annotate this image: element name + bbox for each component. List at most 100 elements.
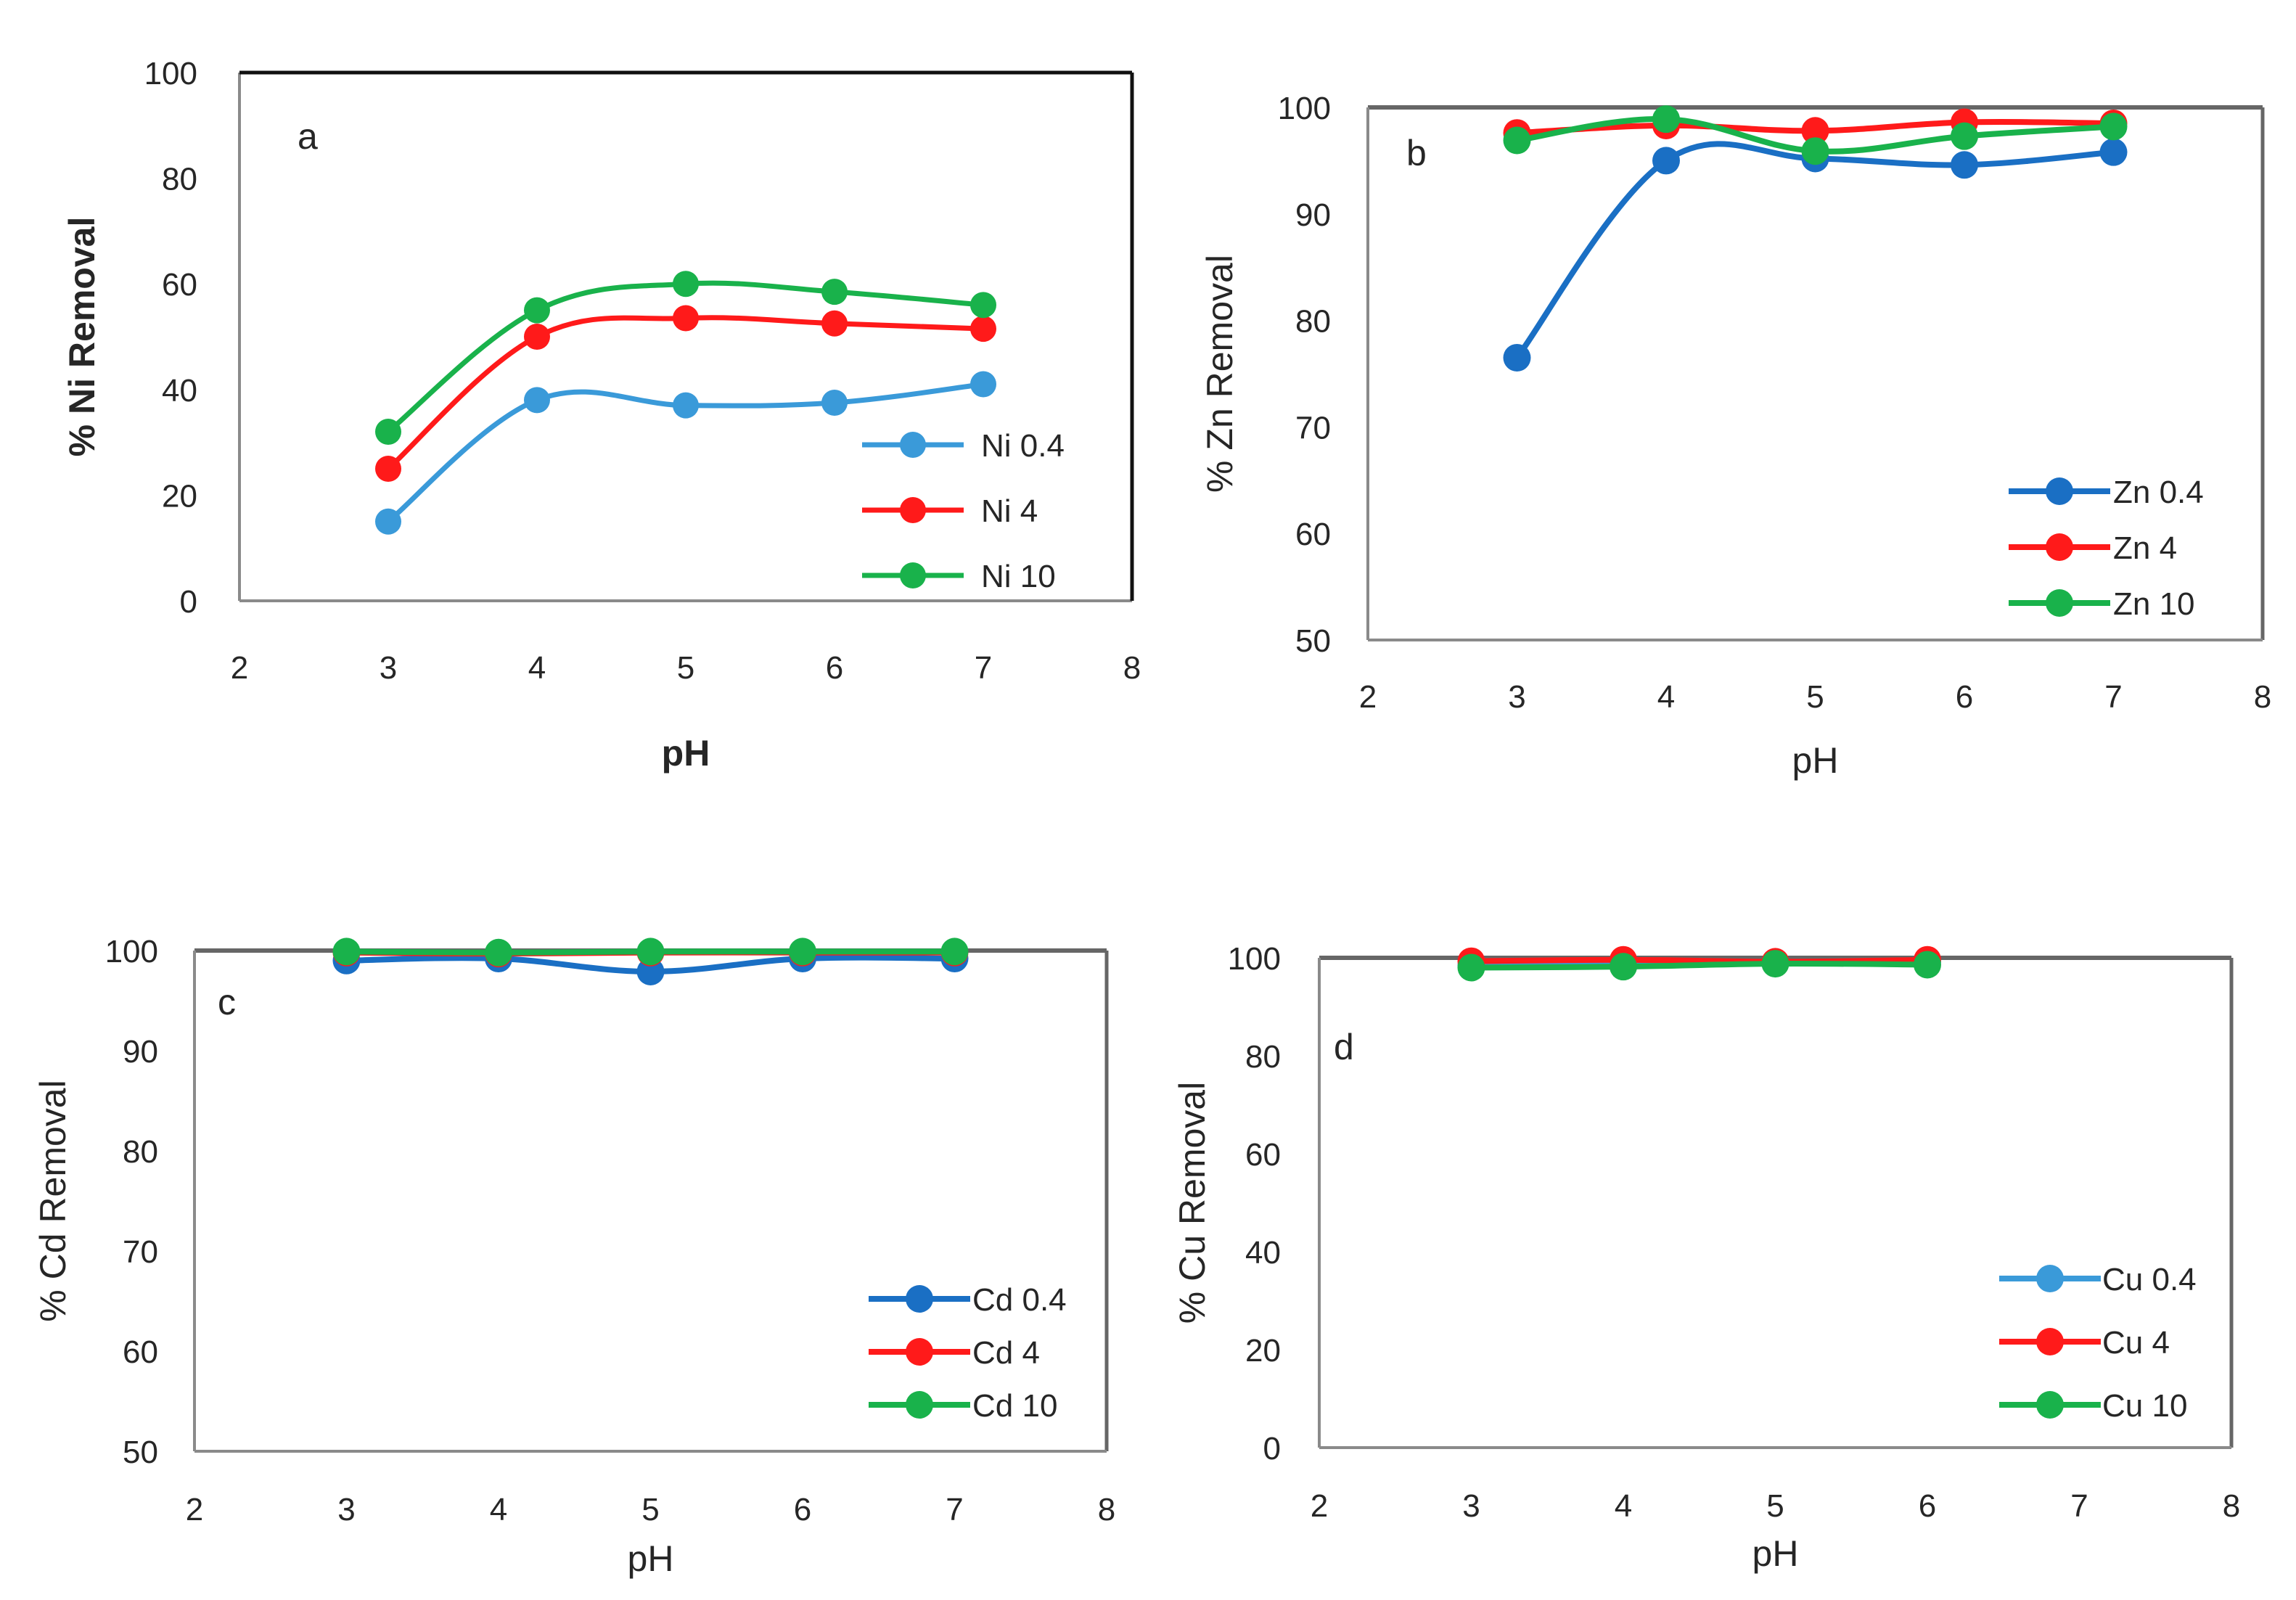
data-point: [375, 456, 401, 482]
data-point: [524, 387, 550, 414]
y-axis-title: % Zn Removal: [1200, 255, 1240, 493]
y-tick-label: 40: [162, 373, 197, 409]
data-point: [1503, 126, 1531, 155]
data-point: [970, 371, 996, 398]
y-axis-title: % Cd Removal: [33, 1080, 73, 1321]
legend-entry-label: Cd 10: [972, 1388, 1057, 1424]
y-tick-label: 100: [1228, 941, 1281, 977]
y-tick-label: 90: [1295, 197, 1331, 233]
panel-label: a: [298, 116, 318, 157]
legend-entry-label: Zn 0.4: [2113, 475, 2204, 510]
x-tick-label: 6: [1956, 679, 1973, 715]
data-point: [524, 297, 550, 324]
x-tick-label: 2: [1359, 679, 1377, 715]
legend-entry-label: Zn 10: [2113, 586, 2195, 622]
legend-entry-label: Cu 4: [2102, 1325, 2170, 1361]
x-tick-label: 8: [2254, 679, 2271, 715]
data-point: [673, 271, 699, 298]
y-axis-title: % Ni Removal: [62, 217, 102, 457]
y-tick-label: 60: [1245, 1137, 1281, 1173]
series-line-cu-4: [1468, 956, 1930, 965]
data-point: [1610, 953, 1637, 981]
x-tick-label: 4: [528, 650, 546, 686]
x-tick-label: 7: [946, 1492, 963, 1527]
chart-panel-c: 2 3 4 5 6 7 8 50 60 70 80 90 100 pH % Cd Removal c Cd 0.…: [33, 934, 1115, 1579]
x-axis-title: pH: [1752, 1533, 1799, 1574]
legend-entry-label: Cd 4: [972, 1335, 1040, 1371]
data-point: [636, 938, 665, 966]
y-tick-label: 60: [1295, 517, 1331, 552]
data-point: [636, 957, 665, 985]
y-tick-label: 80: [123, 1134, 158, 1170]
x-tick-label: 2: [1311, 1488, 1328, 1524]
x-tick-label: 2: [186, 1492, 203, 1527]
data-point: [970, 316, 996, 342]
legend-swatch-marker: [906, 1391, 933, 1419]
legend-entry-label: Zn 4: [2113, 530, 2177, 566]
data-point: [1951, 151, 1978, 179]
data-point: [332, 938, 361, 966]
y-tick-label: 90: [123, 1034, 158, 1070]
data-point: [2099, 138, 2128, 166]
panel-label: b: [1406, 133, 1427, 173]
legend-swatch-marker: [2036, 1265, 2064, 1292]
series-line-cu-10: [1468, 961, 1930, 971]
legend-swatch-marker: [900, 562, 926, 588]
data-point: [1801, 117, 1829, 145]
data-point: [1951, 122, 1978, 150]
x-tick-label: 5: [1806, 679, 1824, 715]
legend-swatch-marker: [2046, 477, 2073, 505]
data-point: [970, 292, 996, 319]
y-tick-label: 80: [1295, 304, 1331, 340]
y-tick-label: 50: [1295, 623, 1331, 659]
x-tick-label: 8: [2223, 1488, 2240, 1524]
x-tick-label: 6: [826, 650, 843, 686]
legend-entry-label: Cu 10: [2102, 1388, 2187, 1424]
x-tick-label: 3: [337, 1492, 355, 1527]
y-tick-label: 20: [162, 478, 197, 514]
data-point: [821, 390, 848, 416]
x-tick-label: 7: [975, 650, 992, 686]
y-axis-title: % Cu Removal: [1172, 1082, 1213, 1324]
data-point: [1652, 147, 1680, 175]
data-point: [1503, 343, 1531, 372]
data-point: [1914, 951, 1941, 979]
data-point: [789, 938, 816, 966]
legend: Zn 0.4 Zn 4 Zn 10: [2009, 475, 2204, 622]
y-tick-label: 70: [123, 1234, 158, 1270]
x-tick-label: 3: [1508, 679, 1525, 715]
data-point: [673, 305, 699, 332]
y-tick-label: 50: [123, 1435, 158, 1470]
data-point: [485, 938, 512, 967]
data-point: [1761, 950, 1789, 978]
legend-swatch-marker: [900, 497, 926, 523]
y-tick-label: 60: [162, 267, 197, 303]
data-point: [524, 324, 550, 350]
legend: Cd 0.4 Cd 4 Cd 10: [869, 1282, 1067, 1424]
x-tick-label: 2: [231, 650, 248, 686]
legend: Ni 0.4 Ni 4 Ni 10: [862, 428, 1065, 594]
legend-swatch-marker: [2046, 589, 2073, 617]
x-tick-label: 4: [1657, 679, 1675, 715]
legend-entry-label: Ni 4: [981, 493, 1038, 529]
x-axis-title: pH: [662, 733, 710, 774]
x-tick-label: 7: [2104, 679, 2122, 715]
x-tick-label: 7: [2070, 1488, 2088, 1524]
chart-panel-b: 2 3 4 5 6 7 8 50 60 70 80 90 100 pH % Zn Removal b Zn 0.…: [1200, 91, 2271, 781]
data-point: [673, 392, 699, 419]
y-tick-label: 100: [144, 56, 197, 91]
legend-entry-label: Ni 10: [981, 559, 1056, 594]
y-tick-label: 0: [1263, 1431, 1281, 1466]
x-tick-label: 5: [677, 650, 694, 686]
x-tick-label: 4: [1615, 1488, 1632, 1524]
data-point: [940, 938, 969, 966]
y-tick-label: 100: [105, 934, 158, 969]
legend-swatch-marker: [2036, 1391, 2064, 1419]
data-point: [821, 310, 848, 337]
y-tick-label: 20: [1245, 1333, 1281, 1369]
legend-swatch-marker: [906, 1338, 933, 1366]
x-axis-title: pH: [628, 1538, 674, 1579]
legend-swatch-marker: [900, 432, 926, 458]
